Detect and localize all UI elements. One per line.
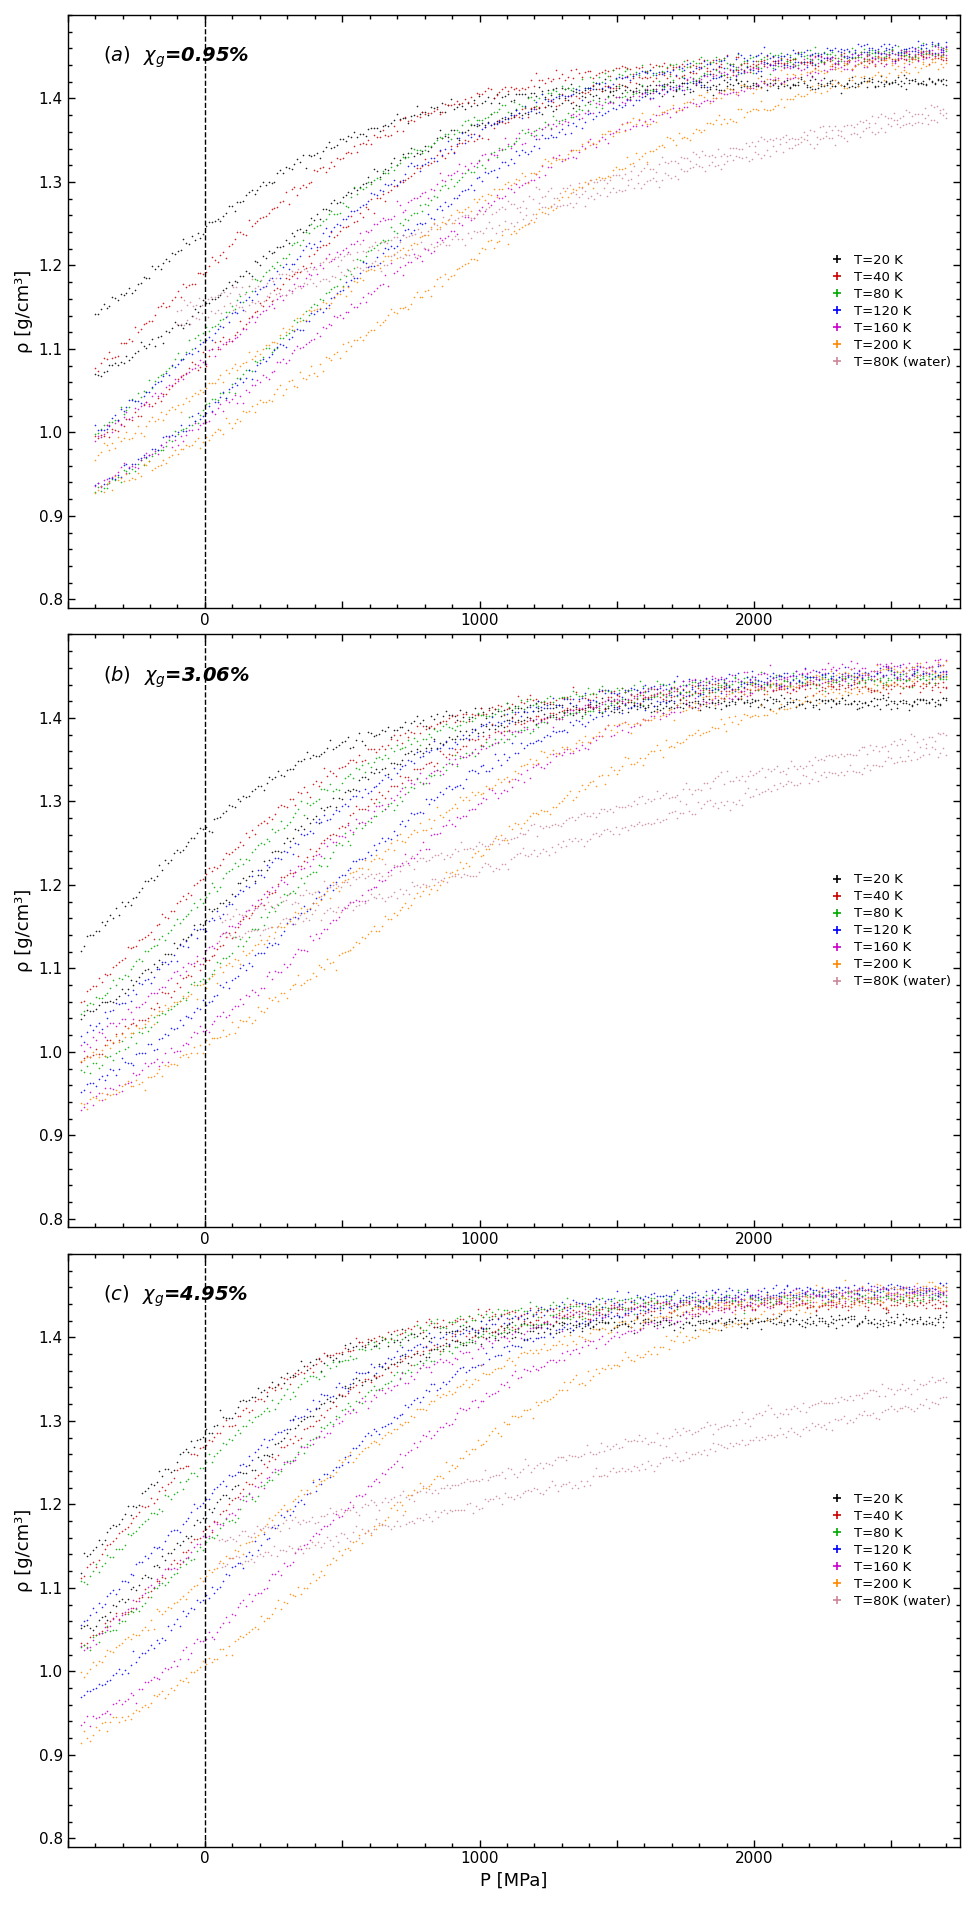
X-axis label: P [MPa]: P [MPa] (480, 1873, 548, 1890)
Text: $\mathbf{\mathit{(b)}}$  $\chi_g$=3.06%: $\mathbf{\mathit{(b)}}$ $\chi_g$=3.06% (103, 665, 251, 690)
Text: $\mathbf{\mathit{(a)}}$  $\chi_g$=0.95%: $\mathbf{\mathit{(a)}}$ $\chi_g$=0.95% (103, 44, 250, 70)
Y-axis label: ρ [g/cm³]: ρ [g/cm³] (15, 1509, 33, 1593)
Legend: T=20 K, T=40 K, T=80 K, T=120 K, T=160 K, T=200 K, T=80K (water): T=20 K, T=40 K, T=80 K, T=120 K, T=160 K… (821, 251, 954, 371)
Legend: T=20 K, T=40 K, T=80 K, T=120 K, T=160 K, T=200 K, T=80K (water): T=20 K, T=40 K, T=80 K, T=120 K, T=160 K… (821, 1490, 954, 1610)
Y-axis label: ρ [g/cm³]: ρ [g/cm³] (15, 271, 33, 352)
Text: $\mathbf{\mathit{(c)}}$  $\chi_g$=4.95%: $\mathbf{\mathit{(c)}}$ $\chi_g$=4.95% (103, 1284, 249, 1309)
Y-axis label: ρ [g/cm³]: ρ [g/cm³] (15, 890, 33, 972)
Legend: T=20 K, T=40 K, T=80 K, T=120 K, T=160 K, T=200 K, T=80K (water): T=20 K, T=40 K, T=80 K, T=120 K, T=160 K… (821, 871, 954, 991)
